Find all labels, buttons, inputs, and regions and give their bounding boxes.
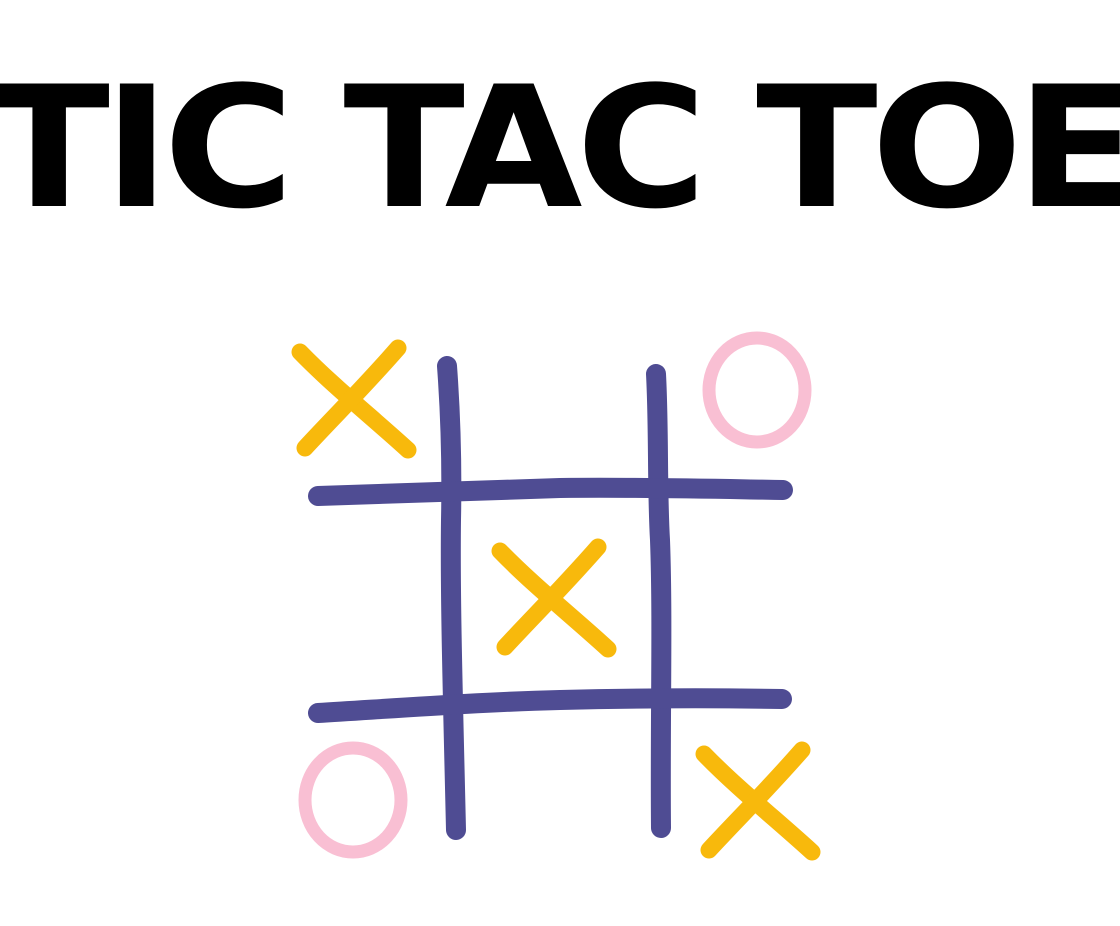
board-cell-hit-area[interactable] xyxy=(453,700,653,900)
board-cell-r3-c1[interactable] xyxy=(253,700,453,900)
grid-line-vertical-right xyxy=(646,364,672,838)
board-cell-hit-area[interactable] xyxy=(453,298,653,498)
board-cell-hit-area[interactable] xyxy=(253,497,453,697)
board-cell-r1-c1[interactable] xyxy=(253,298,453,498)
board-cell-r2-c2[interactable] xyxy=(453,497,653,697)
grid-line-horizontal-top xyxy=(308,477,793,506)
grid-line-vertical-left xyxy=(437,356,466,840)
board-cells xyxy=(253,298,857,900)
board-cell-r3-c3[interactable] xyxy=(657,700,857,900)
board-cell-r3-c2[interactable] xyxy=(453,700,653,900)
o-mark-icon xyxy=(702,331,812,449)
board-cell-hit-area[interactable] xyxy=(657,298,857,498)
x-mark-icon xyxy=(695,741,821,861)
board-cell-r2-c3[interactable] xyxy=(657,497,857,697)
board-cell-hit-area[interactable] xyxy=(253,700,453,900)
o-mark-icon xyxy=(298,741,408,859)
board-cell-r1-c3[interactable] xyxy=(657,298,857,498)
x-mark-icon xyxy=(291,339,417,459)
board-cell-r1-c2[interactable] xyxy=(453,298,653,498)
game-title: TIC TAC TOE xyxy=(0,50,1120,246)
board-grid xyxy=(308,356,793,840)
x-mark-icon xyxy=(491,538,617,658)
board-cell-hit-area[interactable] xyxy=(657,497,857,697)
board-cell-r2-c1[interactable] xyxy=(253,497,453,697)
grid-line-horizontal-bottom xyxy=(308,688,792,723)
